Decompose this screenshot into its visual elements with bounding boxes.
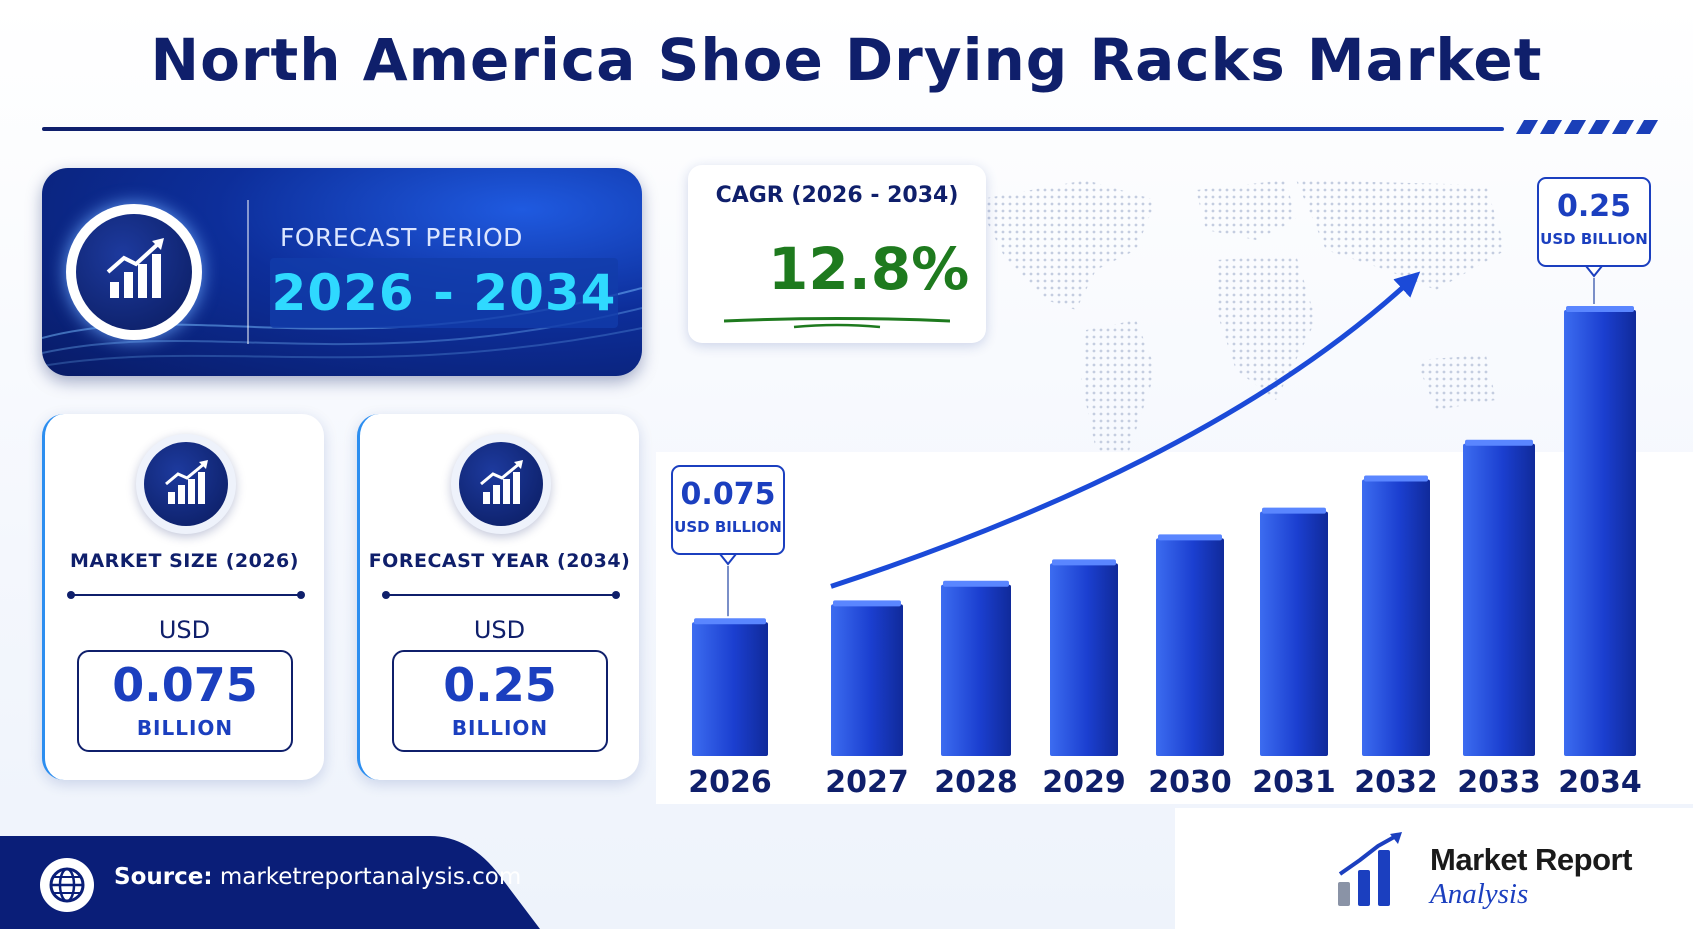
logo-icon [1338, 832, 1402, 906]
source-label: Source: [114, 864, 213, 890]
card-divider [67, 591, 305, 599]
x-tick-2030: 2030 [1148, 765, 1232, 800]
footer-source-bar [0, 836, 540, 929]
bar-2032 [1362, 479, 1430, 756]
bar-2031 [1260, 511, 1328, 756]
x-tick-2031: 2031 [1252, 765, 1336, 800]
bar-top-2033 [1465, 439, 1533, 446]
bar-top-2027 [833, 600, 901, 607]
banner-divider [247, 200, 249, 344]
forecast-year-label: FORECAST YEAR (2034) [368, 550, 631, 572]
bar-2029 [1050, 563, 1118, 756]
card-divider [382, 591, 620, 599]
forecast-year-value: 0.25 [443, 658, 557, 712]
world-map-decoration [976, 180, 1506, 460]
forecast-year-unit: BILLION [451, 716, 549, 740]
bar-2028 [941, 584, 1011, 756]
market-size-value: 0.075 [112, 658, 258, 712]
x-tick-2032: 2032 [1354, 765, 1438, 800]
bar-top-2029 [1052, 559, 1116, 566]
bar-2034 [1564, 310, 1636, 756]
x-tick-2029: 2029 [1042, 765, 1126, 800]
bar-top-2034 [1566, 306, 1634, 312]
growth-chart-icon [136, 434, 236, 534]
forecast-year-currency: USD [473, 616, 526, 644]
market-size-unit: BILLION [136, 716, 234, 740]
market-size-label: MARKET SIZE (2026) [70, 550, 299, 572]
forecast-year-value-box: 0.25 BILLION [392, 650, 608, 752]
trend-arrow [830, 271, 1421, 589]
title-stripes-decoration [1514, 120, 1659, 136]
page-title: North America Shoe Drying Racks Market [150, 26, 1543, 94]
bar-2030 [1156, 538, 1224, 756]
cagr-label: CAGR (2026 - 2034) [715, 183, 959, 208]
source-link[interactable]: marketreportanalysis.com [219, 864, 522, 890]
title-divider [42, 127, 1504, 131]
x-tick-2034: 2034 [1558, 765, 1642, 800]
forecast-period-label: FORECAST PERIOD [280, 223, 523, 252]
forecast-period-value: 2026 - 2034 [271, 264, 617, 322]
bar-top-2026 [694, 618, 766, 625]
bar-2027 [831, 604, 903, 756]
logo-text-primary: Market Report [1430, 842, 1632, 877]
market-size-value-box: 0.075 BILLION [77, 650, 293, 752]
bar-2033 [1463, 443, 1535, 756]
x-tick-2033: 2033 [1457, 765, 1541, 800]
logo-text-secondary: Analysis [1430, 878, 1529, 910]
forecast-period-value-box: 2026 - 2034 [270, 258, 618, 328]
x-tick-2027: 2027 [825, 765, 909, 800]
bar-2026 [692, 622, 768, 756]
growth-chart-icon [66, 204, 202, 340]
cagr-underline [724, 317, 950, 329]
market-size-currency: USD [158, 616, 211, 644]
bar-top-2032 [1364, 475, 1428, 482]
growth-chart-icon [451, 434, 551, 534]
callout-unit-start: USD BILLION [674, 518, 782, 536]
market-size-card: MARKET SIZE (2026) USD 0.075 BILLION [42, 414, 324, 780]
cagr-box: CAGR (2026 - 2034) 12.8% [688, 165, 986, 343]
market-bar-chart: 2026 2027 2028 2029 2030 2031 2032 2033 2034 0.07… [671, 177, 1651, 800]
x-tick-2026: 2026 [688, 765, 772, 800]
bar-top-2030 [1158, 534, 1222, 541]
bar-top-2031 [1262, 507, 1326, 514]
cagr-value: 12.8% [768, 235, 970, 303]
callout-unit-end: USD BILLION [1540, 230, 1648, 248]
source-text: Source: marketreportanalysis.com [114, 864, 521, 890]
callout-value-start: 0.075 [681, 477, 776, 512]
x-tick-2028: 2028 [934, 765, 1018, 800]
callout-pointer-end [1583, 265, 1605, 278]
globe-icon [40, 858, 94, 912]
callout-value-end: 0.25 [1557, 189, 1631, 224]
bar-top-2028 [943, 580, 1009, 587]
footer-logo-area [1175, 808, 1693, 929]
callout-pointer-start [717, 553, 739, 566]
forecast-year-card: FORECAST YEAR (2034) USD 0.25 BILLION [357, 414, 639, 780]
forecast-period-banner: FORECAST PERIOD 2026 - 2034 [42, 168, 642, 376]
